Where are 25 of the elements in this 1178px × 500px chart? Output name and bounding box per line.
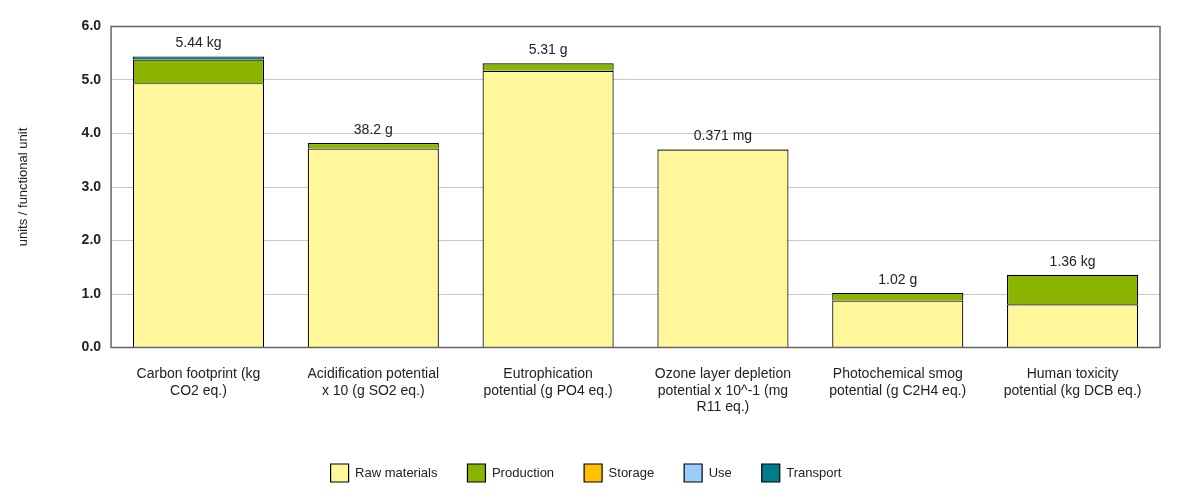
annotation: 5.31 g (528, 41, 568, 58)
y-tick-label: 1.0 (81, 284, 102, 301)
annotation: 1.36 kg (1049, 252, 1096, 269)
x-tick-label: Eutrophication potential (g PO4 eq.) (483, 364, 613, 398)
annotation: 1.02 g (878, 270, 918, 287)
x-tick-label: Carbon footprint (kg CO2 eq.) (136, 364, 261, 398)
y-tick-label: 3.0 (81, 177, 102, 194)
annotation: 38.2 g (353, 120, 393, 137)
legend-label: Use (708, 464, 732, 480)
y-tick-label: 6.0 (81, 17, 102, 34)
y-tick-label: 2.0 (81, 231, 102, 248)
x-tick-label: Ozone layer depletion potential x 10^-1 (mg R11 eq.) (654, 364, 792, 415)
x-tick-label: Acidification potential x 10 (g SO2 eq.) (307, 364, 440, 398)
annotation: 0.371 mg (693, 126, 753, 143)
y-tick-label: 0.0 (81, 338, 102, 355)
legend-label: Raw materials (355, 464, 438, 480)
annotation: 5.44 kg (175, 34, 222, 51)
y-axis-title: units / functional unit (15, 127, 31, 247)
y-tick-label: 4.0 (81, 124, 102, 141)
x-tick-label: Human toxicity potential (kg DCB eq.) (1003, 364, 1142, 398)
x-tick-label: Photochemical smog potential (g C2H4 eq.) (829, 364, 967, 398)
y-tick-label: 5.0 (81, 70, 102, 87)
legend-label: Production (491, 464, 555, 480)
legend-label: Storage (608, 464, 655, 480)
legend-label: Transport (786, 464, 842, 480)
